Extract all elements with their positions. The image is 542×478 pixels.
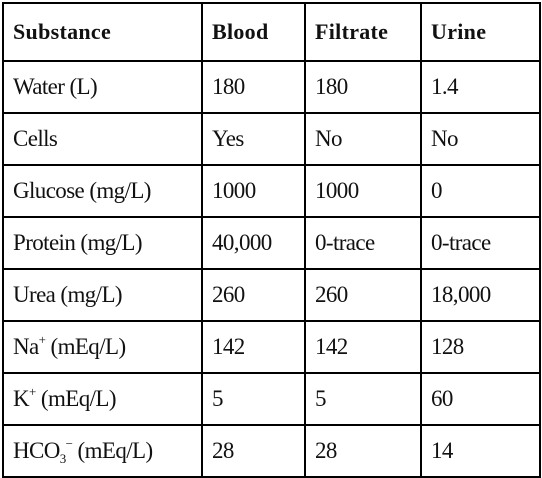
- substance-name: K: [13, 386, 30, 411]
- urine-cell: 14: [420, 424, 541, 478]
- table-row: HCO3− (mEq/L) 28 28 14: [2, 424, 541, 478]
- urine-cell: 0: [420, 164, 541, 218]
- charge-superscript: −: [65, 436, 73, 451]
- filtrate-cell: No: [304, 112, 422, 166]
- subscript-number: 3: [59, 451, 66, 466]
- substance-cell: Na+ (mEq/L): [2, 320, 203, 374]
- blood-cell: 5: [201, 372, 306, 426]
- blood-cell: 142: [201, 320, 306, 374]
- filtrate-cell: 180: [304, 60, 422, 114]
- filtrate-cell: 5: [304, 372, 422, 426]
- urine-cell: 128: [420, 320, 541, 374]
- header-blood: Blood: [201, 2, 306, 62]
- table-header-row: Substance Blood Filtrate Urine: [2, 2, 541, 62]
- filtrate-cell: 142: [304, 320, 422, 374]
- table-row: Water (L) 180 180 1.4: [2, 60, 541, 114]
- blood-cell: 28: [201, 424, 306, 478]
- table-row: Urea (mg/L) 260 260 18,000: [2, 268, 541, 322]
- substance-cell: HCO3− (mEq/L): [2, 424, 203, 478]
- blood-cell: 180: [201, 60, 306, 114]
- substance-name: Protein (mg/L): [13, 230, 143, 255]
- substance-unit: (mEq/L): [45, 334, 127, 359]
- header-filtrate: Filtrate: [304, 2, 422, 62]
- filtrate-cell: 1000: [304, 164, 422, 218]
- filtrate-cell: 260: [304, 268, 422, 322]
- table-row: Cells Yes No No: [2, 112, 541, 166]
- substance-cell: Water (L): [2, 60, 203, 114]
- header-substance: Substance: [2, 2, 203, 62]
- blood-cell: 1000: [201, 164, 306, 218]
- table-row: K+ (mEq/L) 5 5 60: [2, 372, 541, 426]
- substance-name: Cells: [13, 126, 58, 151]
- substance-name: Water (L): [13, 74, 98, 99]
- substance-unit: (mEq/L): [72, 438, 154, 463]
- table-row: Glucose (mg/L) 1000 1000 0: [2, 164, 541, 218]
- header-urine: Urine: [420, 2, 541, 62]
- blood-cell: 260: [201, 268, 306, 322]
- urine-cell: 60: [420, 372, 541, 426]
- filtrate-cell: 28: [304, 424, 422, 478]
- urine-cell: 18,000: [420, 268, 541, 322]
- substance-name: Na: [13, 334, 39, 359]
- substance-name: HCO: [13, 438, 60, 463]
- substance-cell: Urea (mg/L): [2, 268, 203, 322]
- substance-unit: (mEq/L): [35, 386, 117, 411]
- substance-cell: K+ (mEq/L): [2, 372, 203, 426]
- charge-superscript: +: [38, 332, 46, 347]
- filtrate-cell: 0-trace: [304, 216, 422, 270]
- substance-cell: Glucose (mg/L): [2, 164, 203, 218]
- blood-cell: 40,000: [201, 216, 306, 270]
- substance-name: Urea (mg/L): [13, 282, 123, 307]
- urine-cell: 0-trace: [420, 216, 541, 270]
- table-row: Na+ (mEq/L) 142 142 128: [2, 320, 541, 374]
- substance-name: Glucose (mg/L): [13, 178, 151, 203]
- substance-cell: Cells: [2, 112, 203, 166]
- table-row: Protein (mg/L) 40,000 0-trace 0-trace: [2, 216, 541, 270]
- urine-cell: 1.4: [420, 60, 541, 114]
- blood-cell: Yes: [201, 112, 306, 166]
- substance-cell: Protein (mg/L): [2, 216, 203, 270]
- charge-superscript: +: [29, 384, 36, 399]
- urine-cell: No: [420, 112, 541, 166]
